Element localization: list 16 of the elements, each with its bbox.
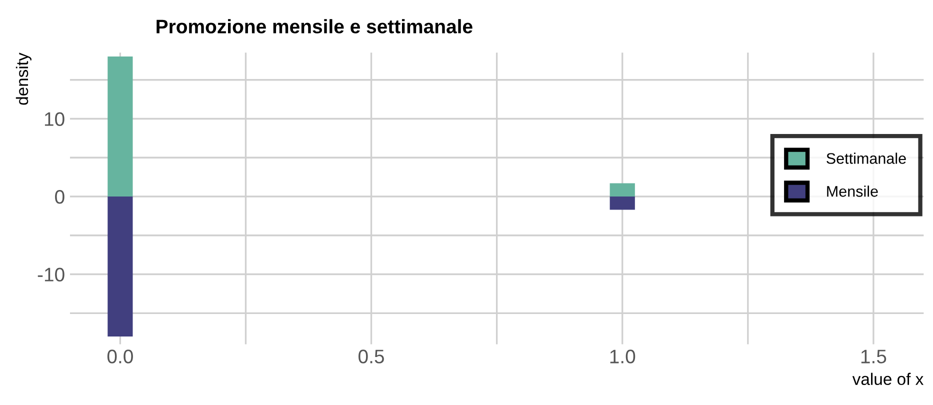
x-tick-label: 1.0	[610, 350, 636, 364]
y-tick-label: 0	[55, 190, 64, 204]
y-tick-label: 10	[44, 112, 64, 126]
legend-label: Settimanale	[826, 152, 906, 164]
bar	[108, 196, 133, 336]
x-axis-title: value of x	[852, 372, 924, 386]
bar	[610, 183, 635, 197]
y-tick-label: -10	[38, 268, 64, 282]
bar	[610, 196, 635, 210]
chart-title: Promozione mensile e settimanale	[156, 19, 472, 34]
x-tick-label: 0.0	[107, 350, 133, 364]
x-tick-label: 0.5	[358, 350, 384, 364]
y-axis-title: density	[16, 52, 32, 105]
legend-label: Mensile	[827, 186, 878, 197]
x-tick-label: 1.5	[861, 350, 886, 364]
bar	[108, 56, 133, 197]
